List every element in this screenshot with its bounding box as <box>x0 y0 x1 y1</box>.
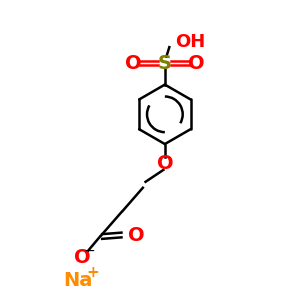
Text: +: + <box>86 265 99 280</box>
Text: O: O <box>74 248 91 267</box>
Text: Na: Na <box>63 272 93 290</box>
Text: S: S <box>158 54 172 73</box>
Text: −: − <box>83 244 95 258</box>
Text: O: O <box>157 154 173 173</box>
Text: OH: OH <box>175 33 206 51</box>
Text: O: O <box>128 226 145 244</box>
Text: O: O <box>188 54 204 73</box>
Text: O: O <box>125 54 142 73</box>
